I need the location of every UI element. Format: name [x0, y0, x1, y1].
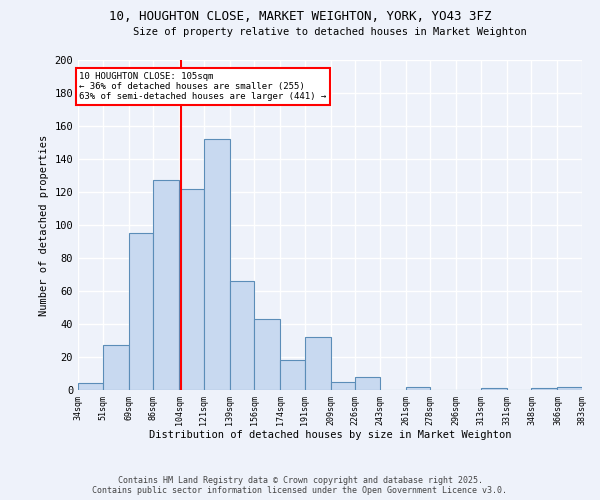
- Bar: [230, 281, 254, 390]
- Bar: [305, 337, 331, 390]
- Bar: [179, 188, 203, 390]
- Bar: [78, 384, 103, 390]
- X-axis label: Distribution of detached houses by size in Market Weighton: Distribution of detached houses by size …: [149, 430, 511, 440]
- Text: 10 HOUGHTON CLOSE: 105sqm
← 36% of detached houses are smaller (255)
63% of semi: 10 HOUGHTON CLOSE: 105sqm ← 36% of detac…: [79, 72, 326, 102]
- Bar: [481, 388, 507, 390]
- Bar: [355, 377, 380, 390]
- Bar: [254, 319, 280, 390]
- Bar: [406, 386, 430, 390]
- Bar: [557, 386, 582, 390]
- Bar: [103, 346, 128, 390]
- Bar: [331, 382, 355, 390]
- Bar: [280, 360, 305, 390]
- Bar: [128, 233, 153, 390]
- Text: 10, HOUGHTON CLOSE, MARKET WEIGHTON, YORK, YO43 3FZ: 10, HOUGHTON CLOSE, MARKET WEIGHTON, YOR…: [109, 10, 491, 23]
- Bar: [203, 139, 230, 390]
- Title: Size of property relative to detached houses in Market Weighton: Size of property relative to detached ho…: [133, 27, 527, 37]
- Y-axis label: Number of detached properties: Number of detached properties: [39, 134, 49, 316]
- Bar: [153, 180, 179, 390]
- Text: Contains HM Land Registry data © Crown copyright and database right 2025.
Contai: Contains HM Land Registry data © Crown c…: [92, 476, 508, 495]
- Bar: [532, 388, 557, 390]
